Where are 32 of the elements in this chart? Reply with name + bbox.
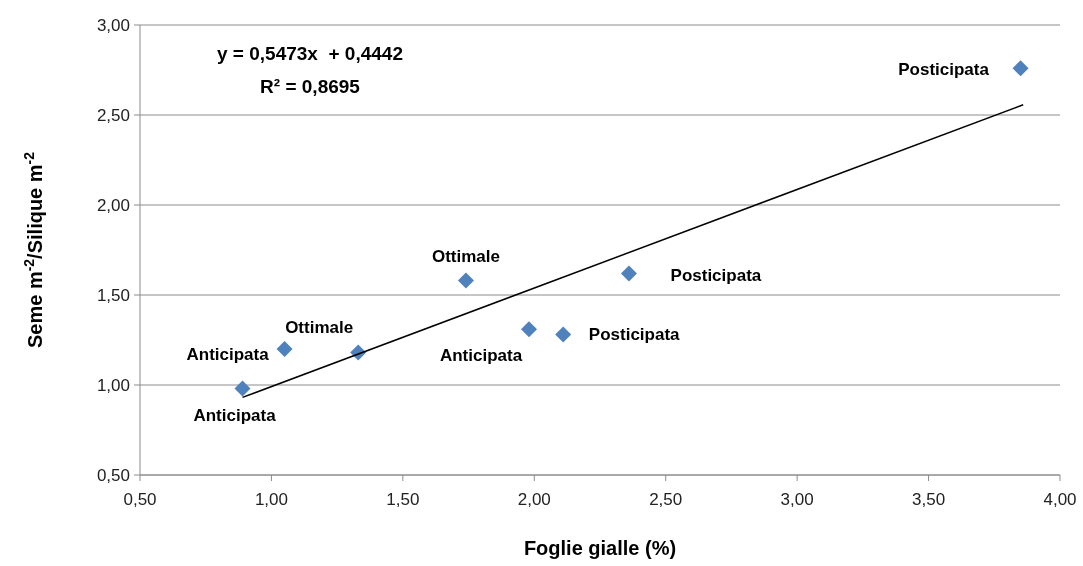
point: [234, 380, 251, 397]
x-tick-label: 4,00: [1043, 490, 1077, 509]
annotation: Ottimale: [431, 247, 500, 267]
x-tick-label: 3,50: [912, 490, 946, 509]
x-tick-label: 0,50: [123, 490, 157, 509]
annotation: Posticipata: [898, 59, 990, 79]
x-tick-label: 2,50: [649, 490, 683, 509]
y-tick-label: 2,00: [96, 195, 130, 215]
y-tick-label: 0,50: [96, 465, 130, 485]
point: [620, 265, 637, 282]
annotation: Anticipata: [193, 406, 277, 426]
y-tick-label: 2,50: [96, 105, 130, 125]
y-tick-label: 1,50: [96, 285, 130, 305]
annotation: Posticipata: [588, 325, 681, 345]
x-axis-title: Foglie gialle (%): [523, 537, 677, 559]
annotation: Posticipata: [670, 265, 762, 285]
x-tick-label: 1,50: [386, 490, 420, 509]
annotation: R² = 0,8695: [260, 76, 361, 98]
annotation: Anticipata: [439, 345, 523, 365]
y-tick-label: 3,00: [96, 15, 130, 35]
x-tick-label: 1,00: [254, 490, 288, 509]
x-tick-label: 3,00: [780, 490, 814, 509]
point: [1012, 60, 1029, 77]
annotation: y = 0,5473x + 0,4442: [217, 43, 403, 65]
x-tick-label: 2,00: [517, 490, 551, 509]
annotation: Anticipata: [186, 345, 270, 365]
point: [276, 341, 293, 357]
point: [521, 321, 538, 338]
point: [457, 272, 474, 289]
point: [555, 326, 572, 343]
annotation: Ottimale: [285, 318, 354, 338]
y-tick-label: 1,00: [96, 375, 130, 395]
